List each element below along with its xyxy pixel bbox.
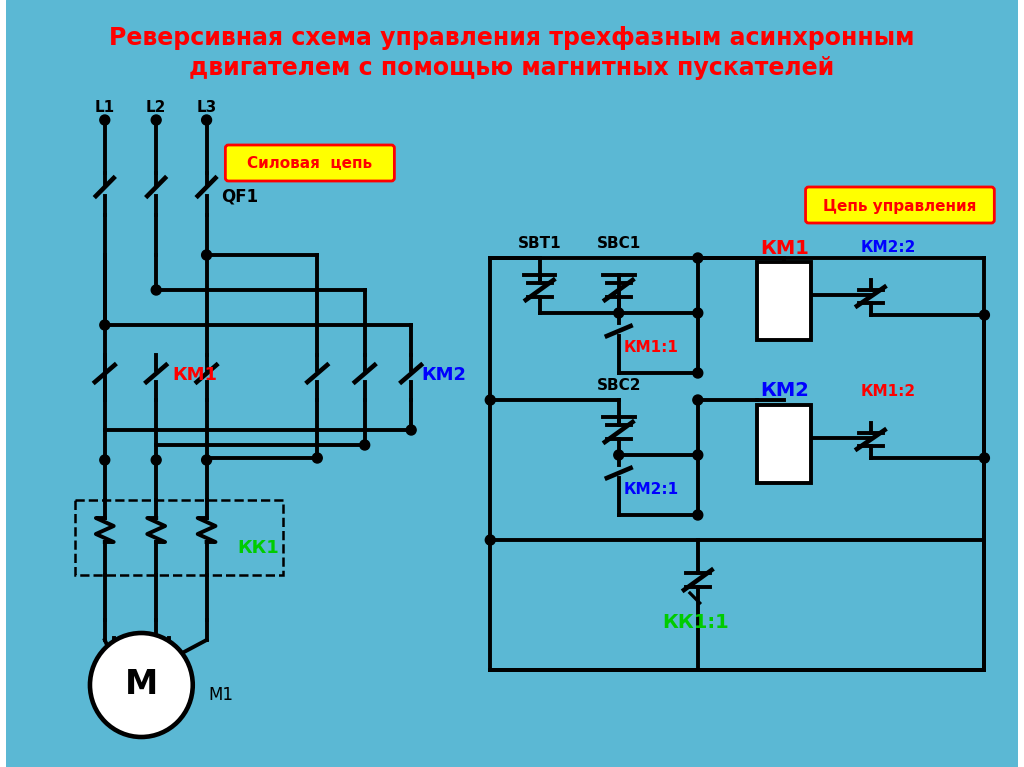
Text: SBC2: SBC2 <box>597 377 641 393</box>
Text: КМ2: КМ2 <box>421 366 466 384</box>
Text: КК1: КК1 <box>238 539 279 557</box>
Text: КМ2: КМ2 <box>760 381 809 400</box>
Bar <box>757 405 811 483</box>
Circle shape <box>152 115 161 125</box>
Circle shape <box>100 115 110 125</box>
Text: КМ1: КМ1 <box>760 239 809 258</box>
Text: SBC1: SBC1 <box>597 235 641 251</box>
FancyBboxPatch shape <box>806 187 994 223</box>
Text: L1: L1 <box>95 100 115 114</box>
Circle shape <box>980 310 989 320</box>
Circle shape <box>202 250 212 260</box>
Circle shape <box>485 535 496 545</box>
Text: КМ1: КМ1 <box>172 366 217 384</box>
Text: М: М <box>125 669 158 702</box>
Circle shape <box>693 510 702 520</box>
Circle shape <box>613 308 624 318</box>
Text: L3: L3 <box>197 100 217 114</box>
Circle shape <box>980 453 989 463</box>
Circle shape <box>152 285 161 295</box>
Text: КМ2:2: КМ2:2 <box>861 241 916 255</box>
Text: КМ2:1: КМ2:1 <box>624 482 679 498</box>
Text: двигателем с помощью магнитных пускателей: двигателем с помощью магнитных пускателе… <box>189 56 835 80</box>
Bar <box>75 500 283 575</box>
Circle shape <box>202 455 212 465</box>
Circle shape <box>693 253 702 263</box>
Circle shape <box>693 308 702 318</box>
Circle shape <box>90 633 193 737</box>
Text: Силовая  цепь: Силовая цепь <box>247 156 372 172</box>
Text: Цепь управления: Цепь управления <box>822 199 976 213</box>
Circle shape <box>485 395 496 405</box>
Circle shape <box>613 450 624 460</box>
Circle shape <box>693 395 702 405</box>
Text: SBT1: SBT1 <box>518 235 561 251</box>
Text: L2: L2 <box>146 100 166 114</box>
Circle shape <box>693 368 702 378</box>
Text: КК1:1: КК1:1 <box>663 614 729 633</box>
Circle shape <box>100 455 110 465</box>
FancyBboxPatch shape <box>225 145 394 181</box>
Circle shape <box>312 453 323 463</box>
Circle shape <box>202 115 212 125</box>
Circle shape <box>359 440 370 450</box>
Circle shape <box>693 450 702 460</box>
Text: КМ1:1: КМ1:1 <box>624 341 679 355</box>
Text: М1: М1 <box>209 686 233 704</box>
Circle shape <box>152 455 161 465</box>
Text: КМ1:2: КМ1:2 <box>861 384 916 399</box>
Bar <box>757 262 811 340</box>
Text: QF1: QF1 <box>221 188 258 206</box>
Text: Реверсивная схема управления трехфазным асинхронным: Реверсивная схема управления трехфазным … <box>110 26 914 50</box>
Circle shape <box>100 320 110 330</box>
Circle shape <box>407 425 416 435</box>
